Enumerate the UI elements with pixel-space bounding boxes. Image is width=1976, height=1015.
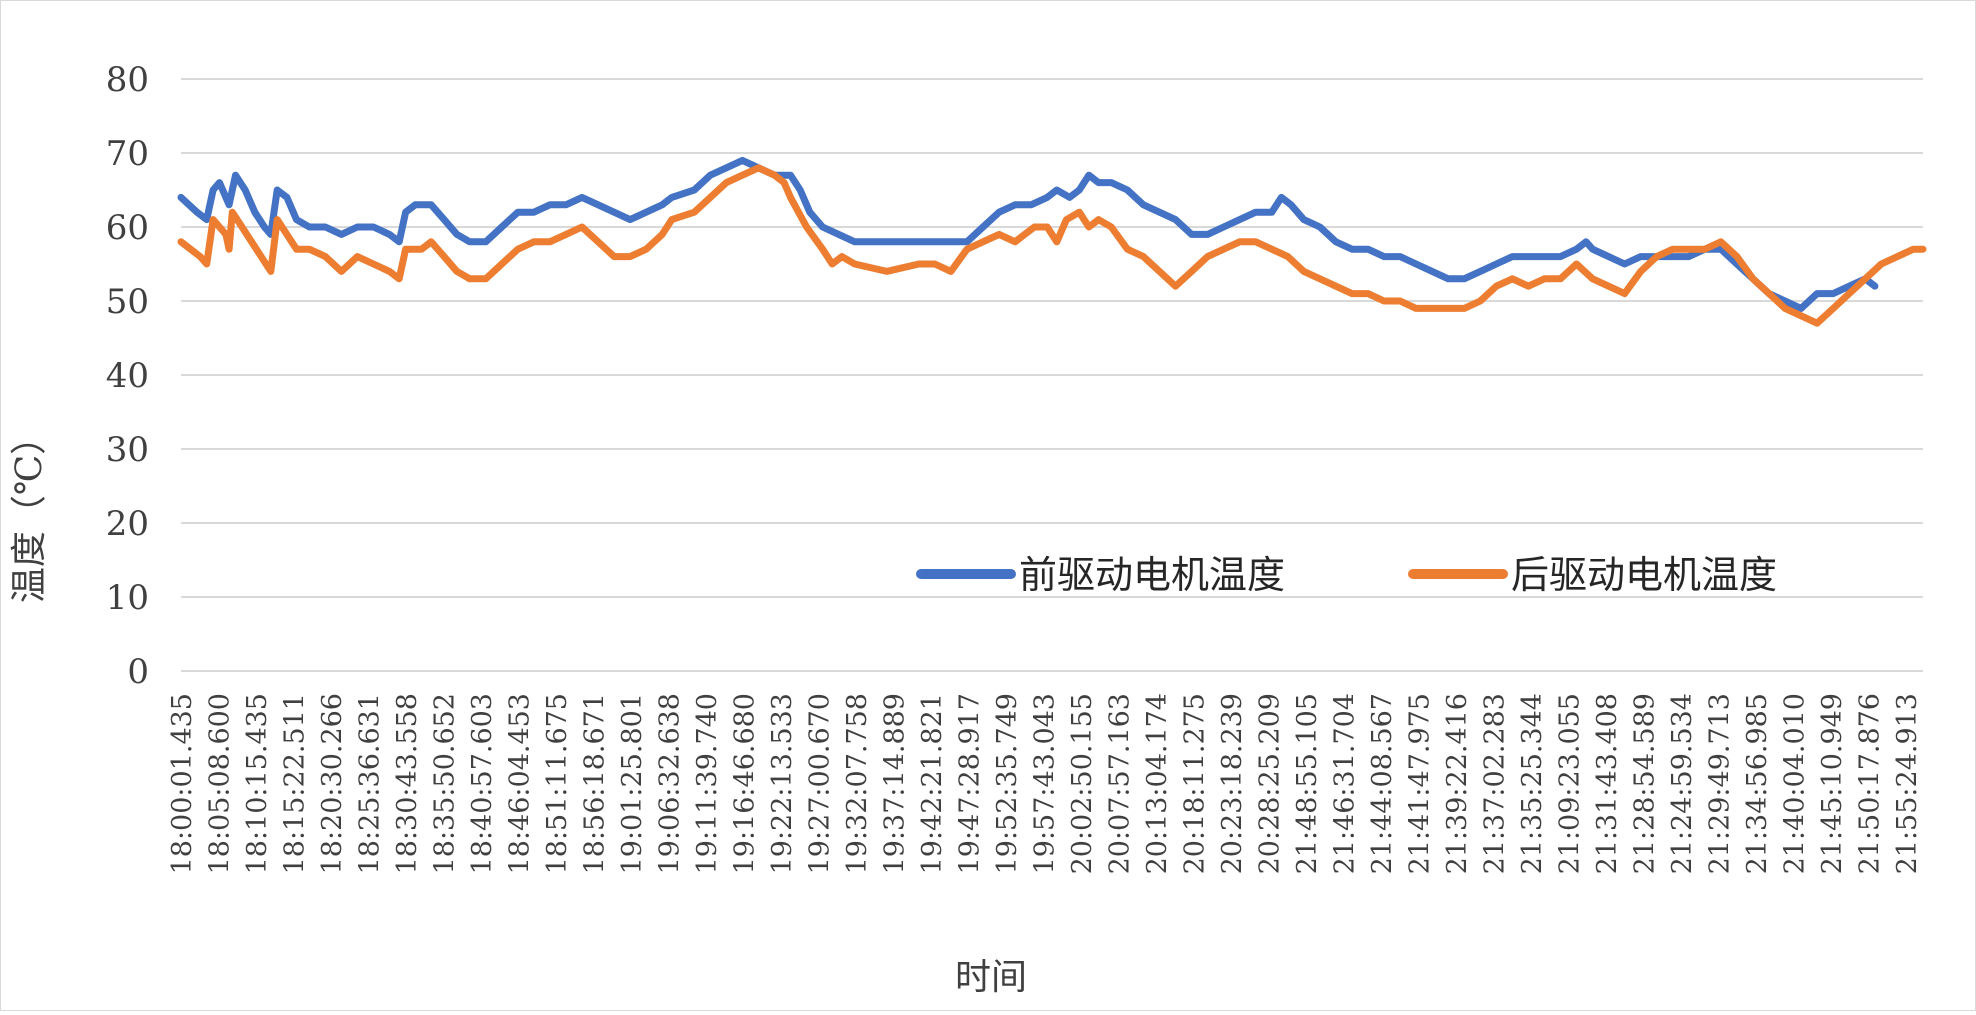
- x-tick-label: 19:52:35.749: [992, 693, 1023, 874]
- legend-label-front-motor: 前驱动电机温度: [1019, 553, 1285, 597]
- x-tick-label: 18:20:30.266: [317, 693, 348, 874]
- x-tick-label: 18:46:04.453: [505, 693, 536, 874]
- x-tick-label: 18:05:08.600: [205, 693, 236, 874]
- x-tick-label: 21:29:49.713: [1705, 693, 1736, 874]
- x-axis-title: 时间: [955, 957, 1027, 998]
- x-tick-label: 18:15:22.511: [280, 693, 311, 874]
- x-tick-label: 20:28:25.209: [1255, 693, 1286, 874]
- x-tick-label: 21:40:04.010: [1780, 693, 1811, 874]
- y-tick-label: 10: [106, 578, 149, 618]
- front-motor-temperature-line: [177, 156, 1879, 312]
- x-tick-label: 21:39:22.416: [1442, 693, 1473, 874]
- y-axis-tick-labels: 0 10 20 30 40 50 60 70 80: [106, 60, 149, 692]
- x-tick-label: 18:40:57.603: [467, 693, 498, 874]
- x-tick-label: 21:45:10.949: [1817, 693, 1848, 874]
- legend: 前驱动电机温度 后驱动电机温度: [916, 553, 1777, 597]
- y-tick-label: 50: [106, 282, 149, 322]
- x-tick-label: 19:47:28.917: [955, 693, 986, 874]
- x-tick-label: 21:50:17.876: [1855, 693, 1886, 874]
- x-tick-label: 20:02:50.155: [1067, 693, 1098, 874]
- y-tick-label: 0: [127, 652, 149, 692]
- x-tick-label: 18:30:43.558: [392, 693, 423, 874]
- x-tick-label: 19:32:07.758: [842, 693, 873, 874]
- x-tick-label: 21:37:02.283: [1480, 693, 1511, 874]
- x-tick-label: 19:11:39.740: [692, 693, 723, 874]
- x-tick-label: 21:34:56.985: [1742, 693, 1773, 874]
- y-tick-label: 60: [106, 208, 149, 248]
- y-axis-title: 温度（℃）: [9, 419, 50, 603]
- x-tick-label: 19:16:46.680: [730, 693, 761, 874]
- x-tick-label: 18:35:50.652: [430, 693, 461, 874]
- x-tick-label: 21:09:23.055: [1555, 693, 1586, 874]
- x-tick-label: 21:24:59.534: [1667, 693, 1698, 874]
- x-tick-label: 20:18:11.275: [1180, 693, 1211, 874]
- x-tick-label: 18:00:01.435: [167, 693, 198, 874]
- x-tick-label: 21:46:31.704: [1330, 693, 1361, 874]
- x-axis-tick-labels: 18:00:01.435 18:05:08.600 18:10:15.435 18:1…: [167, 693, 1923, 874]
- x-tick-label: 19:42:21.821: [917, 693, 948, 874]
- x-tick-label: 19:22:13.533: [767, 693, 798, 874]
- x-tick-label: 20:23:18.239: [1217, 693, 1248, 874]
- x-tick-label: 19:06:32.638: [655, 693, 686, 874]
- x-tick-label: 21:55:24.913: [1892, 693, 1923, 874]
- y-tick-label: 40: [106, 356, 149, 396]
- x-tick-label: 19:37:14.889: [880, 693, 911, 874]
- series-lines: [177, 156, 1927, 327]
- x-tick-label: 18:51:11.675: [542, 693, 573, 874]
- y-tick-label: 20: [106, 504, 149, 544]
- grid-lines: [181, 78, 1923, 672]
- x-tick-label: 19:27:00.670: [805, 693, 836, 874]
- x-tick-label: 21:44:08.567: [1367, 693, 1398, 874]
- x-tick-label: 18:56:18.671: [580, 693, 611, 874]
- x-tick-label: 21:35:25.344: [1517, 693, 1548, 874]
- x-tick-label: 19:57:43.043: [1030, 693, 1061, 874]
- y-tick-label: 30: [106, 430, 149, 470]
- x-tick-label: 21:31:43.408: [1592, 693, 1623, 874]
- x-tick-label: 18:25:36.631: [355, 693, 386, 874]
- x-tick-label: 21:28:54.589: [1630, 693, 1661, 874]
- y-tick-label: 80: [106, 60, 149, 100]
- x-tick-label: 20:07:57.163: [1105, 693, 1136, 874]
- x-tick-label: 21:41:47.975: [1405, 693, 1436, 874]
- y-tick-label: 70: [106, 134, 149, 174]
- x-tick-label: 21:48:55.105: [1292, 693, 1323, 874]
- x-tick-label: 19:01:25.801: [617, 693, 648, 874]
- x-tick-label: 20:13:04.174: [1142, 693, 1173, 874]
- rear-motor-temperature-line: [177, 164, 1927, 327]
- x-tick-label: 18:10:15.435: [242, 693, 273, 874]
- legend-label-rear-motor: 后驱动电机温度: [1511, 553, 1777, 597]
